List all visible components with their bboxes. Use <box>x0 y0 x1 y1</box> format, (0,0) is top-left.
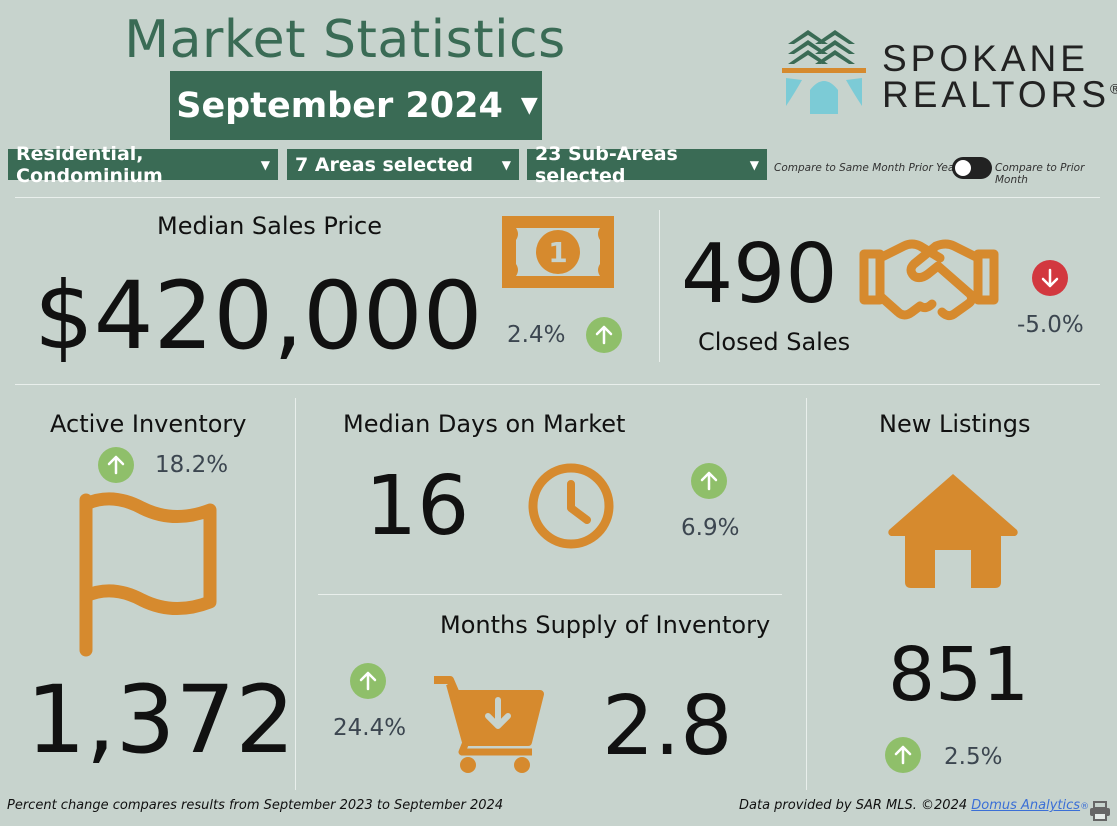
chevron-down-icon: ▼ <box>520 93 538 118</box>
chevron-down-icon: ▼ <box>501 157 511 172</box>
print-icon[interactable] <box>1089 801 1111 821</box>
house-icon <box>888 474 1018 588</box>
arrow-up-icon <box>691 463 727 499</box>
median-sales-price-label: Median Sales Price <box>157 212 382 240</box>
cart-icon <box>434 676 544 773</box>
new-listings-change: 2.5% <box>944 744 1003 770</box>
footer-credit-text: Data provided by SAR MLS. ©2024 <box>739 798 968 813</box>
median-sales-price-value: $420,000 <box>34 262 483 371</box>
footer-credit: Data provided by SAR MLS. ©2024 Domus An… <box>739 798 1089 813</box>
areas-filter[interactable]: 7 Areas selected ▼ <box>287 149 519 180</box>
divider <box>806 398 807 790</box>
months-supply-change: 24.4% <box>333 715 407 741</box>
domus-analytics-link[interactable]: Domus Analytics <box>971 798 1081 813</box>
median-days-on-market-change: 6.9% <box>681 515 740 541</box>
closed-sales-change: -5.0% <box>1017 312 1084 338</box>
arrow-up-icon <box>350 663 386 699</box>
arrow-up-icon <box>586 317 622 353</box>
flag-icon <box>79 492 217 657</box>
logo-text-realtors: REALTORS® <box>882 74 1117 116</box>
divider <box>659 210 660 362</box>
median-sales-price-change: 2.4% <box>507 322 566 348</box>
divider <box>318 594 782 595</box>
chevron-down-icon: ▼ <box>749 157 759 172</box>
month-dropdown-label: September 2024 <box>176 85 503 126</box>
active-inventory-label: Active Inventory <box>50 410 247 438</box>
handshake-icon <box>859 239 999 321</box>
divider <box>15 384 1100 385</box>
closed-sales-value: 490 <box>681 227 838 322</box>
median-days-on-market-value: 16 <box>365 459 470 554</box>
months-supply-value: 2.8 <box>602 679 733 774</box>
active-inventory-change: 18.2% <box>155 452 229 478</box>
footer-registered-mark: ® <box>1080 802 1090 812</box>
divider <box>15 197 1100 198</box>
compare-prior-month-label: Compare to Prior Month <box>995 162 1085 186</box>
footer-note: Percent change compares results from Sep… <box>7 798 504 813</box>
new-listings-value: 851 <box>888 632 1030 718</box>
month-dropdown[interactable]: September 2024 ▼ <box>170 71 542 140</box>
arrow-up-icon <box>98 447 134 483</box>
spokane-realtors-logo-icon <box>782 30 866 114</box>
arrow-down-icon <box>1032 260 1068 296</box>
clock-icon <box>528 463 614 549</box>
logo-text-realtors-word: REALTORS <box>882 74 1111 115</box>
sub-areas-filter-label: 23 Sub-Areas selected <box>535 142 678 187</box>
svg-text:1: 1 <box>548 236 567 269</box>
property-type-filter-label: Residential, Condominium <box>16 142 163 187</box>
money-bill-icon: 1 <box>502 216 614 288</box>
areas-filter-label: 7 Areas selected <box>295 153 473 176</box>
active-inventory-value: 1,372 <box>26 666 296 775</box>
sub-areas-filter[interactable]: 23 Sub-Areas selected ▼ <box>527 143 767 187</box>
logo-text-spokane: SPOKANE <box>882 38 1089 79</box>
divider <box>295 398 296 790</box>
closed-sales-label: Closed Sales <box>698 328 851 356</box>
arrow-up-icon <box>885 737 921 773</box>
chevron-down-icon: ▼ <box>260 157 270 172</box>
compare-toggle[interactable] <box>952 157 992 179</box>
registered-mark: ® <box>1110 80 1117 97</box>
months-supply-label: Months Supply of Inventory <box>440 611 771 639</box>
compare-prior-year-label: Compare to Same Month Prior Year <box>774 162 959 174</box>
page-title: Market Statistics <box>124 10 566 70</box>
new-listings-label: New Listings <box>879 410 1031 438</box>
property-type-filter[interactable]: Residential, Condominium ▼ <box>8 143 278 187</box>
median-days-on-market-label: Median Days on Market <box>343 410 626 438</box>
